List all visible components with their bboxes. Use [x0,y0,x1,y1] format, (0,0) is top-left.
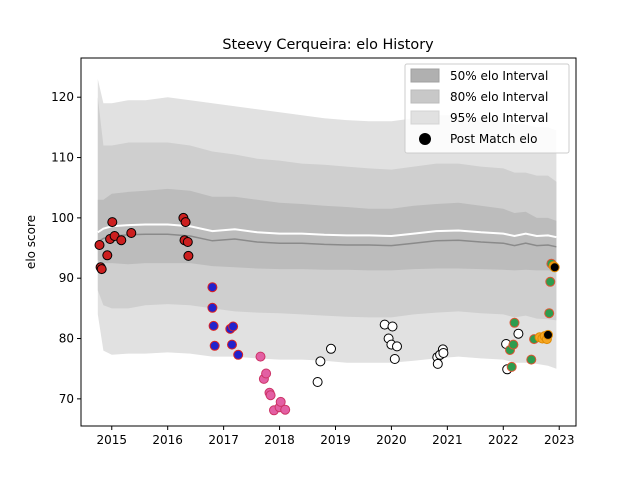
post-match-point [543,329,553,340]
y-tick-label: 70 [59,392,74,406]
post-match-point [107,217,118,228]
post-match-point [315,356,326,367]
post-match-point [94,240,105,250]
x-tick-label: 2016 [152,433,183,447]
post-match-point [509,317,520,328]
post-match-point [326,343,336,354]
chart-title: Steevy Cerqueira: elo History [222,37,434,53]
post-match-point [549,262,560,273]
axes-frame [80,57,577,427]
legend-swatch-95 [410,110,440,125]
post-match-point [183,250,194,261]
legend-swatch-80 [410,89,440,104]
band-50-interval [97,188,557,271]
post-match-point [438,348,449,358]
post-match-point [182,237,193,247]
post-match-point [506,361,517,372]
post-match-point [255,351,266,362]
legend-swatch-50 [410,68,440,83]
post-match-point [207,282,218,293]
x-tick-label: 2021 [432,433,463,447]
post-match-point [116,235,127,246]
post-match-point [544,308,555,319]
post-match-point [96,264,107,275]
post-match-point [102,250,113,261]
post-match-point [261,368,272,379]
post-match-point [513,328,524,339]
legend-label-50: 50% elo Interval [450,69,548,83]
post-match-point [275,396,286,407]
y-axis: 70 80 90 100 110 120 [51,90,81,406]
x-tick-label: 2017 [208,433,239,447]
x-tick-label: 2019 [320,433,351,447]
post-match-point [389,354,400,364]
legend-label-80: 80% elo Interval [450,90,548,104]
legend-frame [404,63,570,154]
y-tick-label: 90 [59,271,74,285]
expected-elo-line [97,223,557,239]
post-match-point [545,276,556,287]
median-line [97,233,557,248]
legend-marker-post-match [419,133,431,145]
post-match-point [207,302,218,313]
x-tick-label: 2018 [264,433,295,447]
post-match-point [208,320,219,331]
y-tick-label: 120 [51,90,74,104]
y-axis-label: elo score [24,215,38,269]
legend-label-95: 95% elo Interval [450,111,548,125]
x-tick-label: 2022 [488,433,519,447]
post-match-point [508,339,519,350]
post-match-point [312,377,323,387]
y-tick-label: 110 [51,151,74,165]
x-tick-label: 2015 [96,433,127,447]
post-match-point [432,358,443,369]
post-match-point [227,339,237,350]
y-tick-label: 80 [59,332,74,346]
post-match-point [228,321,239,332]
legend: 50% elo Interval 80% elo Interval 95% el… [404,63,570,154]
legend-label-post-match: Post Match elo [450,132,537,146]
x-tick-label: 2020 [376,433,407,447]
post-match-point [526,354,537,365]
post-match-point [387,321,398,332]
post-match-point [392,341,402,352]
post-match-point [126,228,137,238]
post-match-point [180,217,191,228]
post-match-point [209,340,220,351]
post-match-point [233,349,244,360]
x-tick-label: 2023 [544,433,575,447]
post-match-point [280,404,291,415]
post-match-point [265,390,276,401]
x-axis: 2015 2016 2017 2018 2019 2020 2021 2022 2023 [96,426,574,447]
y-tick-label: 100 [51,211,74,225]
